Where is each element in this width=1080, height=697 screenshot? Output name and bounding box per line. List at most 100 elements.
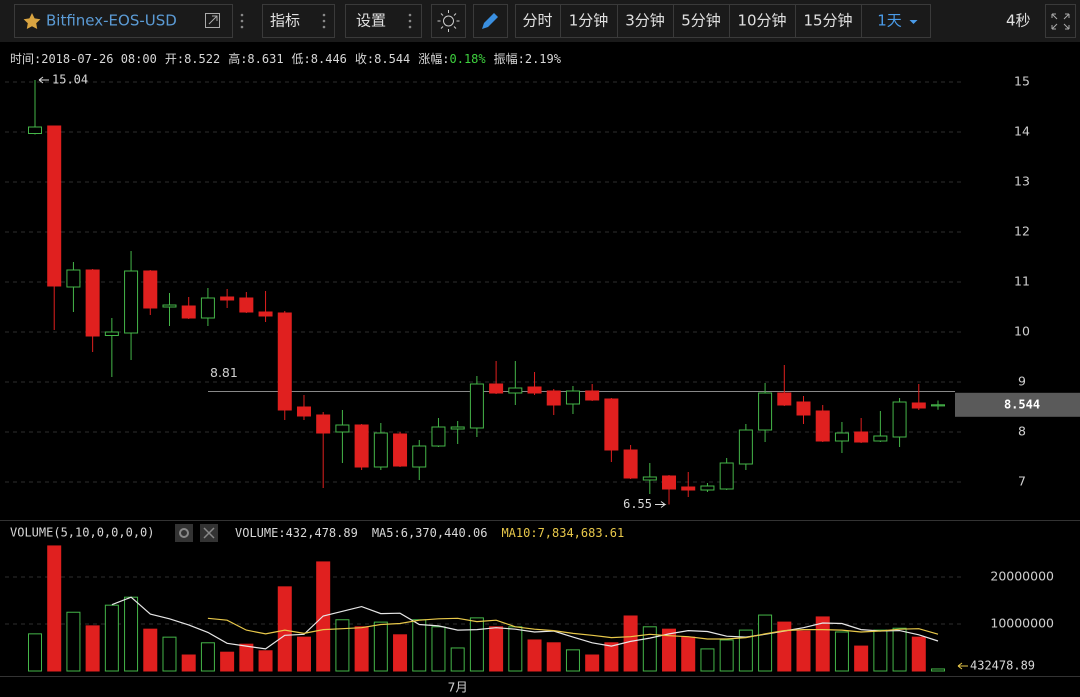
candle-body bbox=[758, 392, 773, 431]
candle-body bbox=[911, 402, 926, 409]
info-value: 8.446 bbox=[311, 52, 347, 66]
period-label: 3分钟 bbox=[625, 12, 665, 30]
volume-bar bbox=[354, 626, 369, 672]
volume-bar bbox=[181, 654, 196, 672]
candle-body bbox=[777, 392, 792, 406]
legend-name: VOLUME: bbox=[235, 526, 286, 540]
candle-body bbox=[662, 475, 677, 490]
candle-body bbox=[719, 462, 734, 490]
volume-bar bbox=[527, 639, 542, 672]
candle-body bbox=[296, 406, 311, 417]
candle-body bbox=[527, 386, 542, 394]
menu-dots[interactable] bbox=[408, 13, 412, 29]
popout-arrow bbox=[208, 15, 218, 25]
symbol-button[interactable] bbox=[14, 4, 233, 38]
volume-bar bbox=[565, 649, 580, 672]
info-value: 8.544 bbox=[374, 52, 410, 66]
menu-dots[interactable] bbox=[240, 13, 244, 29]
volume-bar bbox=[681, 636, 696, 672]
period-label: 15分钟 bbox=[803, 12, 852, 30]
volume-bar bbox=[796, 630, 811, 672]
volume-bar bbox=[892, 627, 907, 672]
info-value: 8.631 bbox=[247, 52, 283, 66]
ma-line bbox=[207, 617, 939, 640]
period-button[interactable] bbox=[560, 4, 618, 38]
y-tick-label: 7 bbox=[1018, 474, 1026, 489]
candle-body bbox=[623, 449, 638, 479]
candle-body bbox=[412, 445, 427, 468]
volume-bar bbox=[258, 650, 273, 672]
reference-label: 8.81 bbox=[210, 365, 238, 380]
volume-bar bbox=[220, 651, 235, 672]
volume-bar bbox=[700, 648, 715, 672]
favorite-star[interactable] bbox=[23, 13, 41, 29]
ma-line bbox=[111, 596, 939, 650]
volume-bar bbox=[66, 611, 81, 672]
candle-body bbox=[546, 390, 561, 406]
volume-bar bbox=[738, 629, 753, 672]
settings-icon[interactable] bbox=[175, 524, 193, 542]
candle-body bbox=[181, 305, 196, 319]
popout-icon[interactable] bbox=[205, 13, 220, 28]
candle-body bbox=[738, 429, 753, 465]
gear bbox=[179, 528, 189, 538]
period-button[interactable] bbox=[515, 4, 561, 38]
candle-body bbox=[47, 125, 62, 287]
candle-body bbox=[873, 435, 888, 442]
candle-body bbox=[239, 297, 254, 313]
y-tick-label: 13 bbox=[1014, 174, 1030, 189]
volume-bar bbox=[431, 626, 446, 672]
y-tick-label: 12 bbox=[1014, 224, 1030, 239]
info-label: 振幅: bbox=[494, 51, 525, 66]
candle-body bbox=[143, 270, 158, 309]
volume-legend: VOLUME:432,478.89 MA5:6,370,440.06 MA10:7,… bbox=[235, 526, 624, 540]
volume-bar bbox=[662, 628, 677, 672]
y-tick-label: 11 bbox=[1014, 274, 1030, 289]
candle-body bbox=[834, 432, 849, 442]
menu-dots[interactable] bbox=[322, 13, 326, 29]
info-value: 8.522 bbox=[184, 52, 220, 66]
volume-bar bbox=[911, 636, 926, 672]
period-button[interactable] bbox=[673, 4, 730, 38]
candle-body bbox=[277, 312, 292, 411]
period-button[interactable] bbox=[861, 4, 931, 38]
candle-body bbox=[700, 485, 715, 491]
volume-bar bbox=[719, 639, 734, 672]
volume-bar bbox=[162, 636, 177, 672]
pen-icon bbox=[482, 13, 498, 29]
period-label: 5分钟 bbox=[681, 12, 721, 30]
y-tick-label: 9 bbox=[1018, 374, 1026, 389]
volume-bar bbox=[239, 643, 254, 672]
candle-body bbox=[431, 426, 446, 447]
candle-body bbox=[258, 311, 273, 317]
volume-bar bbox=[393, 634, 408, 672]
candle-body bbox=[565, 390, 580, 405]
y-tick-label: 8 bbox=[1018, 424, 1026, 439]
candle-body bbox=[681, 486, 696, 491]
info-label: 涨幅: bbox=[418, 51, 449, 66]
legend-name: MA10: bbox=[501, 526, 537, 540]
info-label: 开: bbox=[165, 52, 184, 66]
volume-bar bbox=[642, 626, 657, 672]
candle-body bbox=[585, 390, 600, 401]
close-x bbox=[203, 527, 215, 539]
legend-name: MA5: bbox=[372, 526, 401, 540]
price-tag bbox=[955, 392, 1080, 417]
y-tick-label: 20000000 bbox=[990, 568, 1054, 583]
candle-body bbox=[393, 433, 408, 467]
min-label: 6.55 bbox=[623, 497, 652, 511]
period-button[interactable] bbox=[617, 4, 674, 38]
period-button[interactable] bbox=[795, 4, 862, 38]
candle-body bbox=[450, 426, 465, 430]
candle-body bbox=[892, 401, 907, 438]
indicators-button[interactable] bbox=[262, 4, 335, 38]
fullscreen-button[interactable] bbox=[1045, 4, 1076, 38]
volume-bar bbox=[489, 626, 504, 672]
candle-body bbox=[316, 414, 331, 434]
last-volume-arrow bbox=[957, 662, 968, 670]
info-label: 高: bbox=[228, 51, 247, 66]
info-label: 收: bbox=[355, 52, 374, 66]
theme-button[interactable] bbox=[431, 4, 466, 38]
last-volume-label: 432478.89 bbox=[970, 658, 1035, 672]
